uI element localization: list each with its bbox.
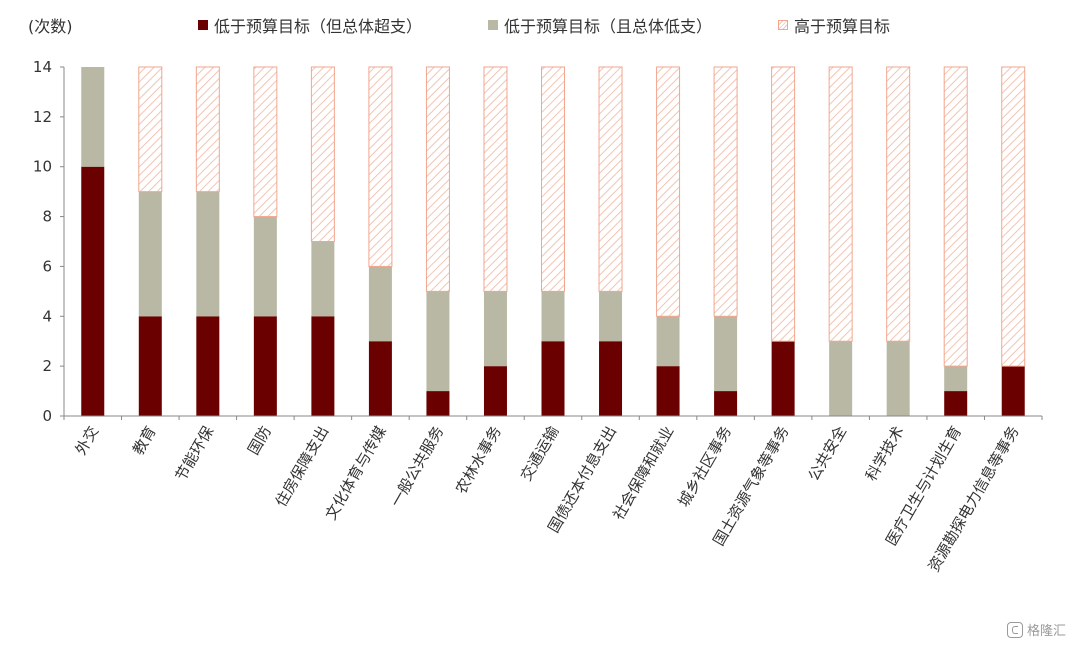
bar-segment-above-target: [713, 66, 738, 317]
bar-segment-under-budget-total: [426, 291, 450, 392]
bar-segment-over-budget-total: [426, 391, 450, 416]
y-unit-label: (次数): [28, 17, 73, 36]
bar-segment-under-budget-total: [368, 266, 392, 342]
x-tick-label: 节能环保: [172, 423, 218, 484]
legend: 低于预算目标（但总体超支） 低于预算目标（且总体低支） 高于预算目标: [0, 13, 1080, 37]
bar-segment-under-budget-total: [81, 67, 105, 167]
bar-segment-under-budget-total: [886, 341, 910, 416]
bar-segment-over-budget-total: [944, 391, 968, 416]
legend-label: 低于预算目标（但总体超支）: [214, 17, 423, 36]
x-tick-label: 住房保障支出: [272, 423, 333, 510]
bar-segment-over-budget-total: [714, 391, 738, 416]
watermark-text: 格隆汇: [1026, 624, 1066, 639]
bar-segment-under-budget-total: [599, 291, 623, 342]
bar-segment-under-budget-total: [483, 291, 507, 367]
bar-segment-under-budget-total: [138, 191, 162, 317]
legend-item-above-target: 高于预算目标: [778, 13, 890, 37]
legend-swatch-dark-red: [198, 20, 208, 30]
bar-segment-above-target: [310, 66, 335, 242]
bar-segment-above-target: [943, 66, 968, 367]
x-tick-label: 文化体育与传媒: [322, 423, 390, 523]
bars: [81, 66, 1026, 416]
gelonghui-logo-icon: [1006, 621, 1023, 638]
x-tick-label: 外交: [72, 423, 103, 458]
y-tick-label: 8: [42, 208, 52, 226]
bar-segment-over-budget-total: [483, 366, 507, 416]
x-tick-label: 科学技术: [862, 423, 908, 484]
y-tick-label: 12: [33, 108, 52, 126]
bar-segment-under-budget-total: [541, 291, 565, 342]
x-tick-label: 公共安全: [805, 423, 851, 484]
bar-segment-under-budget-total: [944, 366, 968, 392]
bar-segment-over-budget-total: [599, 341, 623, 416]
bar-segment-above-target: [483, 66, 508, 292]
legend-swatch-gray: [488, 20, 498, 30]
y-tick-label: 4: [42, 307, 52, 325]
bar-segment-above-target: [656, 66, 681, 317]
y-tick-label: 10: [33, 158, 52, 176]
bar-segment-above-target: [253, 66, 278, 218]
y-axis: 0 2 4 6 8 10 12 14: [33, 58, 65, 425]
legend-label: 低于预算目标（且总体低支）: [504, 17, 713, 36]
bar-segment-over-budget-total: [368, 341, 392, 416]
bar-segment-over-budget-total: [138, 316, 162, 416]
bar-segment-under-budget-total: [196, 191, 220, 317]
bar-segment-over-budget-total: [771, 341, 795, 416]
bar-segment-above-target: [541, 66, 565, 292]
bar-segment-over-budget-total: [541, 341, 565, 416]
x-tick-label: 国防: [244, 423, 275, 458]
bar-segment-under-budget-total: [656, 316, 680, 367]
bar-segment-under-budget-total: [714, 316, 738, 392]
x-tick-label: 交通运输: [517, 423, 563, 484]
bar-segment-above-target: [425, 66, 450, 292]
bar-segment-under-budget-total: [829, 341, 853, 416]
bar-segment-under-budget-total: [253, 216, 277, 317]
bar-segment-over-budget-total: [311, 316, 335, 416]
watermark: 格隆汇: [1006, 620, 1066, 639]
bar-segment-over-budget-total: [81, 166, 105, 416]
bar-segment-above-target: [828, 66, 853, 342]
x-tick-label: 教育: [129, 423, 160, 458]
bar-segment-above-target: [195, 66, 220, 193]
bar-segment-above-target: [368, 66, 393, 267]
x-tick-label: 城乡社区事务: [674, 423, 735, 510]
y-tick-label: 14: [33, 58, 52, 76]
bar-segment-under-budget-total: [311, 241, 335, 317]
y-tick-label: 6: [42, 257, 52, 275]
x-tick-label: 社会保障和就业: [609, 423, 677, 523]
bar-segment-above-target: [1001, 66, 1026, 367]
y-tick-label: 2: [42, 357, 52, 375]
bar-segment-over-budget-total: [656, 366, 680, 416]
bar-segment-over-budget-total: [196, 316, 220, 416]
x-tick-label: 一般公共服务: [387, 423, 448, 510]
legend-swatch-hatched: [778, 20, 788, 30]
bar-segment-over-budget-total: [253, 316, 277, 416]
bar-segment-above-target: [598, 66, 623, 292]
y-tick-label: 0: [42, 407, 52, 425]
bar-segment-above-target: [138, 66, 163, 193]
legend-item-over-budget-total: 低于预算目标（但总体超支）: [198, 13, 422, 37]
legend-item-under-budget-total: 低于预算目标（且总体低支）: [488, 13, 712, 37]
x-tick-label: 农林水事务: [452, 423, 505, 497]
bar-segment-above-target: [886, 66, 911, 342]
legend-label: 高于预算目标: [794, 17, 891, 36]
bar-segment-over-budget-total: [1001, 366, 1025, 416]
bar-segment-above-target: [771, 66, 796, 342]
